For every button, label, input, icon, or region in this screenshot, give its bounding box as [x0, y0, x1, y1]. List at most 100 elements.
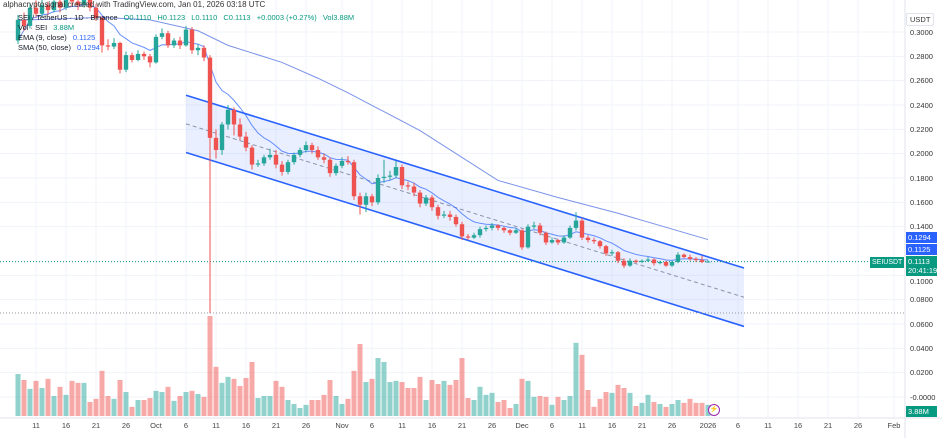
- volume-bar: [57, 386, 63, 416]
- candle-body: [573, 220, 579, 228]
- volume-bar: [453, 380, 459, 416]
- candle-body: [555, 240, 561, 243]
- candle-body: [453, 216, 459, 225]
- legend-ema-row[interactable]: EMA (9, close) 0.1125: [18, 33, 99, 42]
- time-tick-label: 6: [369, 421, 375, 430]
- volume-bar: [123, 392, 129, 416]
- volume-bar: [573, 342, 579, 416]
- volume-bar: [483, 394, 489, 416]
- candle-body: [501, 227, 507, 231]
- legend-symbol[interactable]: SEI / TetherUS · 1D · Binance: [18, 13, 118, 22]
- time-tick-label: 6: [735, 421, 741, 430]
- volume-bar: [255, 398, 261, 416]
- volume-bar: [285, 400, 291, 416]
- volume-bar: [351, 370, 357, 416]
- candle-body: [39, 5, 45, 14]
- volume-bar: [141, 400, 147, 416]
- last-price-badge: 0.1113 20:41:19: [906, 256, 937, 276]
- volume-bar: [315, 400, 321, 416]
- candle-body: [675, 254, 681, 262]
- legend-close: C0.1113: [223, 13, 251, 22]
- candle-body: [375, 178, 381, 203]
- volume-bar: [597, 398, 603, 416]
- time-tick-label: 11: [398, 421, 406, 430]
- candle-body: [657, 261, 663, 264]
- candle-body: [525, 226, 531, 248]
- volume-bar: [15, 374, 21, 416]
- volume-bar: [549, 404, 555, 416]
- currency-label[interactable]: USDT: [906, 13, 935, 26]
- candle-body: [99, 18, 105, 46]
- time-tick-label: 26: [301, 421, 311, 430]
- candle-body: [249, 147, 255, 165]
- candle-body: [117, 42, 123, 70]
- candle-body: [51, 1, 57, 11]
- candle-body: [459, 224, 465, 237]
- candle-body: [519, 230, 525, 248]
- volume-bar: [345, 398, 351, 416]
- price-tick-label: 0.1600: [910, 197, 933, 207]
- price-tick-label: 0.1000: [910, 277, 933, 286]
- candle-body: [597, 241, 603, 247]
- volume-bar: [273, 380, 279, 416]
- volume-bar: [465, 398, 471, 416]
- price-tick-label: 0.1400: [910, 222, 933, 232]
- sma-price-badge: 0.1294: [906, 232, 937, 243]
- channel-lower-line: [185, 151, 745, 328]
- volume-bar: [105, 396, 111, 416]
- candle-body: [435, 207, 441, 216]
- candle-body: [315, 150, 321, 158]
- price-tick-label: 0.2800: [910, 51, 933, 61]
- volume-bar: [531, 396, 537, 416]
- legend-vol-value: 3.88M: [53, 23, 75, 32]
- volume-bar: [675, 400, 681, 416]
- candle-body: [333, 165, 339, 174]
- time-tick-label: 11: [764, 421, 772, 430]
- candle-body: [585, 237, 591, 241]
- legend-sma-row[interactable]: SMA (50, close) 0.1294: [18, 43, 104, 52]
- volume-bar: [609, 392, 615, 416]
- lightning-icon[interactable]: ⚡: [708, 404, 720, 416]
- volume-bar: [249, 362, 255, 416]
- channel-fill: [186, 95, 744, 327]
- time-tick-label: 21: [823, 421, 833, 430]
- volume-bar: [441, 380, 447, 416]
- candle-body: [135, 53, 141, 60]
- time-tick-label: 16: [793, 421, 803, 430]
- ema9-line: [17, 4, 709, 261]
- volume-bar: [657, 404, 663, 416]
- candle-body: [537, 225, 543, 233]
- volume-bar: [45, 378, 51, 416]
- sma50-line: [17, 16, 709, 241]
- volume-bar: [525, 380, 531, 416]
- candle-body: [201, 47, 207, 58]
- time-tick-label: 11: [212, 421, 220, 430]
- volume-bar: [399, 382, 405, 416]
- candle-body: [63, 0, 69, 8]
- candle-body: [615, 252, 621, 261]
- volume-bar: [489, 392, 495, 416]
- legend-sma-label: SMA (50, close): [18, 43, 71, 52]
- time-tick-label: 2026: [699, 421, 717, 430]
- candle-body: [141, 53, 147, 57]
- candle-body: [27, 7, 33, 26]
- volume-bar: [387, 382, 393, 416]
- price-tick-label: 0.2200: [910, 124, 933, 134]
- volume-bar: [375, 358, 381, 416]
- volume-bar: [603, 392, 609, 416]
- volume-bar: [627, 392, 633, 416]
- price-tick-label: -0.0000: [910, 392, 936, 402]
- volume-bar: [555, 396, 561, 416]
- volume-bar: [51, 396, 57, 416]
- legend-volume-row[interactable]: Vol · SEI 3.88M: [18, 23, 78, 32]
- candle-body: [561, 237, 567, 243]
- volume-bar: [477, 386, 483, 416]
- volume-bar: [165, 386, 171, 416]
- volume-bar: [63, 394, 69, 416]
- candle-body: [423, 197, 429, 204]
- candle-body: [357, 196, 363, 205]
- candle-body: [261, 157, 267, 164]
- bar-countdown: 20:41:19: [908, 266, 938, 275]
- volume-bar: [75, 382, 81, 416]
